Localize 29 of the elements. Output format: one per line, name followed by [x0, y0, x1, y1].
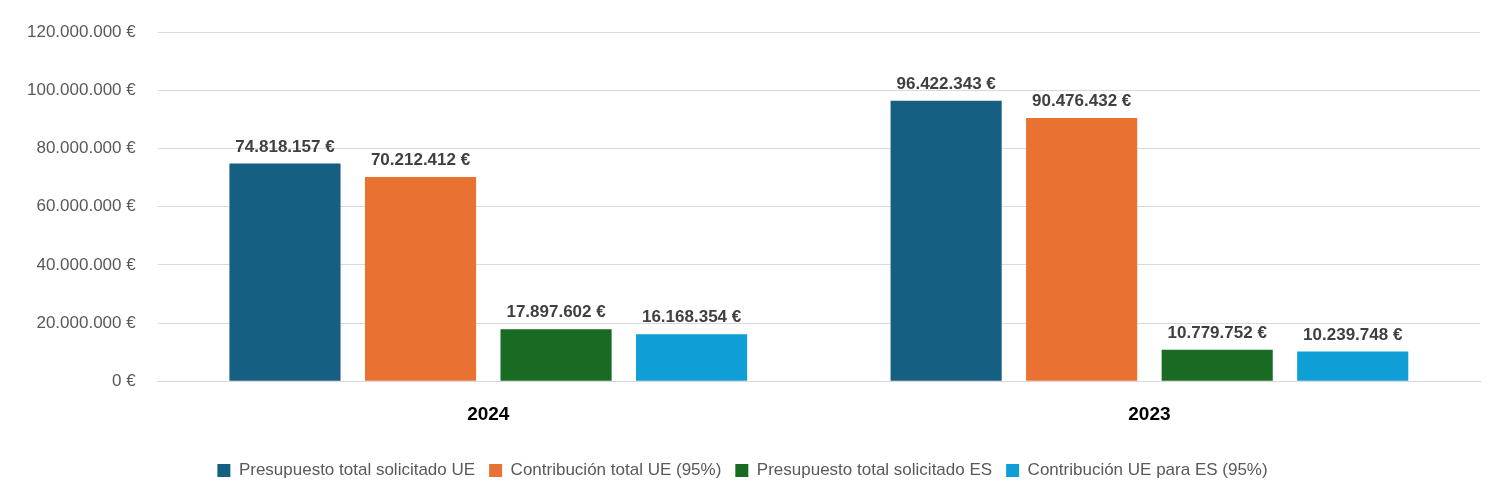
- x-tick-label: 2023: [1128, 402, 1171, 424]
- legend-label: Presupuesto total solicitado UE: [238, 460, 476, 480]
- legend-label: Contribución total UE (95%): [510, 460, 722, 480]
- y-tick-label: 60.000.000 €: [36, 196, 137, 216]
- data-label: 70.212.412 €: [370, 150, 471, 170]
- data-label: 96.422.343 €: [896, 73, 997, 93]
- y-tick-label: 120.000.000 €: [27, 21, 137, 41]
- y-tick-label: 40.000.000 €: [36, 254, 137, 274]
- y-tick-label: 20.000.000 €: [36, 312, 137, 332]
- data-label: 17.897.602 €: [506, 302, 607, 322]
- bar: [1026, 118, 1138, 381]
- bar: [1297, 351, 1409, 381]
- bar: [500, 329, 612, 381]
- y-tick-label: 100.000.000 €: [27, 80, 137, 100]
- x-tick-label: 2024: [467, 402, 510, 424]
- legend-label: Contribución UE para ES (95%): [1027, 460, 1268, 480]
- data-label: 10.239.748 €: [1303, 324, 1403, 344]
- data-label: 74.818.157 €: [235, 136, 336, 156]
- legend-label: Presupuesto total solicitado ES: [756, 460, 993, 480]
- bar: [229, 163, 341, 381]
- bar: [1161, 349, 1273, 381]
- y-tick-label: 80.000.000 €: [36, 138, 137, 158]
- bar: [890, 100, 1002, 381]
- y-tick-label: 0 €: [112, 370, 137, 390]
- bar: [636, 334, 748, 381]
- data-label: 90.476.432 €: [1032, 91, 1132, 111]
- bar: [364, 177, 477, 381]
- data-label: 10.779.752 €: [1167, 323, 1268, 343]
- data-label: 16.168.354 €: [641, 307, 742, 327]
